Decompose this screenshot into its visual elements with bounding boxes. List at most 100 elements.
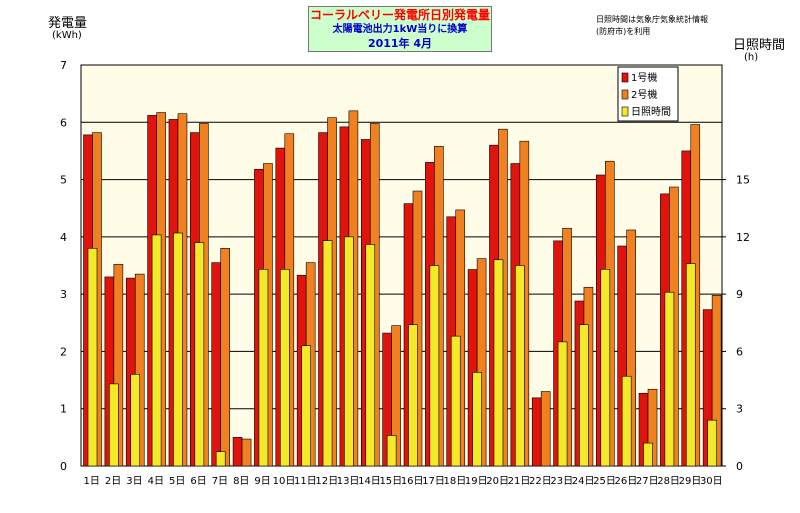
unit2-bar <box>134 273 145 467</box>
unit2-bar <box>540 391 551 467</box>
y-left-tick-label: 2 <box>60 345 67 358</box>
y-right-tick-label: 12 <box>736 231 750 244</box>
x-tick-label: 21日 <box>508 476 531 487</box>
x-tick-label: 6日 <box>190 476 206 487</box>
unit1-bar <box>232 437 243 467</box>
unit2-bar <box>604 160 615 467</box>
y-left-tick-label: 1 <box>60 403 67 416</box>
x-tick-label: 29日 <box>679 476 702 487</box>
unit2-bar <box>305 262 316 467</box>
y-right-axis-label: 日照時間 <box>733 38 786 53</box>
x-tick-label: 2日 <box>105 476 121 487</box>
sunshine-bar <box>365 244 376 467</box>
x-tick-label: 19日 <box>465 476 488 487</box>
y-left-tick-label: 4 <box>60 231 67 244</box>
unit2-bar <box>220 248 230 467</box>
chart-title-box: コーラルベリー発電所日別発電量 太陽電池出力1kW当りに換算 2011年 4月 <box>308 6 492 52</box>
sunshine-bar <box>322 240 333 467</box>
legend-box <box>617 66 679 122</box>
legend-label: 2号機 <box>631 88 657 101</box>
chart-title: コーラルベリー発電所日別発電量 <box>309 8 490 22</box>
x-tick-label: 27日 <box>636 476 659 487</box>
sunshine-bar <box>557 341 568 467</box>
chart-subtitle: 太陽電池出力1kW当りに換算 <box>332 24 468 35</box>
unit1-bar <box>318 132 328 467</box>
x-tick-label: 20日 <box>486 476 509 487</box>
sunshine-bar <box>408 324 418 467</box>
unit1-bar <box>638 392 649 467</box>
unit2-bar <box>327 117 337 467</box>
x-tick-label: 17日 <box>422 476 445 487</box>
unit1-bar <box>296 274 307 467</box>
x-tick-label: 3日 <box>126 476 142 487</box>
sunshine-bar <box>151 234 162 467</box>
unit1-bar <box>125 277 136 467</box>
unit1-bar <box>510 163 521 467</box>
sunshine-bar <box>301 345 311 467</box>
plot-area <box>80 64 723 467</box>
sunshine-bar <box>109 383 119 467</box>
y-left-tick-label: 6 <box>60 116 67 129</box>
unit2-bar <box>369 123 380 467</box>
unit2-bar <box>434 146 444 467</box>
sunshine-bar <box>429 265 440 467</box>
sunshine-bar <box>643 442 653 467</box>
unit1-bar <box>403 203 414 467</box>
x-tick-label: 4日 <box>148 476 164 487</box>
legend-swatch <box>621 106 629 117</box>
x-tick-label: 15日 <box>379 476 402 487</box>
sunshine-bar <box>472 372 482 467</box>
unit2-bar <box>177 113 188 467</box>
sunshine-bar <box>493 259 504 467</box>
x-tick-label: 11日 <box>294 476 317 487</box>
sunshine-bar <box>87 248 98 467</box>
unit2-bar <box>348 110 359 467</box>
unit1-bar <box>275 147 286 467</box>
y-right-tick-label: 9 <box>736 288 743 301</box>
x-tick-label: 14日 <box>358 476 381 487</box>
x-tick-label: 10日 <box>273 476 296 487</box>
unit2-bar <box>113 264 124 467</box>
unit1-bar <box>702 309 713 467</box>
unit2-bar <box>391 325 401 467</box>
unit2-bar <box>647 388 658 467</box>
data-source-note: 日照時間は気象庁気象統計情報 (防府市)を利用 <box>596 14 708 38</box>
sunshine-bar <box>685 263 696 467</box>
sunshine-bar <box>130 374 141 467</box>
x-tick-label: 22日 <box>529 476 552 487</box>
unit2-bar <box>690 124 701 467</box>
unit2-bar <box>562 227 572 467</box>
unit1-bar <box>531 397 542 467</box>
unit1-bar <box>467 269 478 467</box>
legend-label: 日照時間 <box>631 106 671 118</box>
y-left-tick-label: 0 <box>60 460 67 473</box>
unit1-bar <box>617 245 627 467</box>
x-tick-label: 23日 <box>550 476 573 487</box>
chart-date: 2011年 4月 <box>367 37 433 50</box>
sunshine-bar <box>600 269 611 467</box>
y-right-tick-label: 6 <box>736 345 743 358</box>
unit2-bar <box>583 286 594 467</box>
unit2-bar <box>519 140 530 467</box>
unit1-bar <box>660 193 670 467</box>
unit1-bar <box>211 262 221 467</box>
sunshine-bar <box>215 451 226 467</box>
unit1-bar <box>425 162 435 467</box>
unit1-bar <box>147 115 157 467</box>
y-left-axis-label: 発電量 <box>48 16 88 31</box>
unit2-bar <box>156 112 166 467</box>
unit1-bar <box>104 276 115 467</box>
unit1-bar <box>382 332 392 467</box>
x-tick-label: 18日 <box>444 476 467 487</box>
x-tick-label: 28日 <box>657 476 680 487</box>
unit2-bar <box>241 438 252 467</box>
unit1-bar <box>190 132 200 467</box>
unit2-bar <box>711 294 722 467</box>
legend-swatch <box>621 72 629 83</box>
unit2-bar <box>669 186 679 467</box>
unit1-bar <box>574 300 585 467</box>
sunshine-bar <box>279 269 290 467</box>
unit1-bar <box>553 240 563 467</box>
x-tick-label: 30日 <box>700 476 723 487</box>
